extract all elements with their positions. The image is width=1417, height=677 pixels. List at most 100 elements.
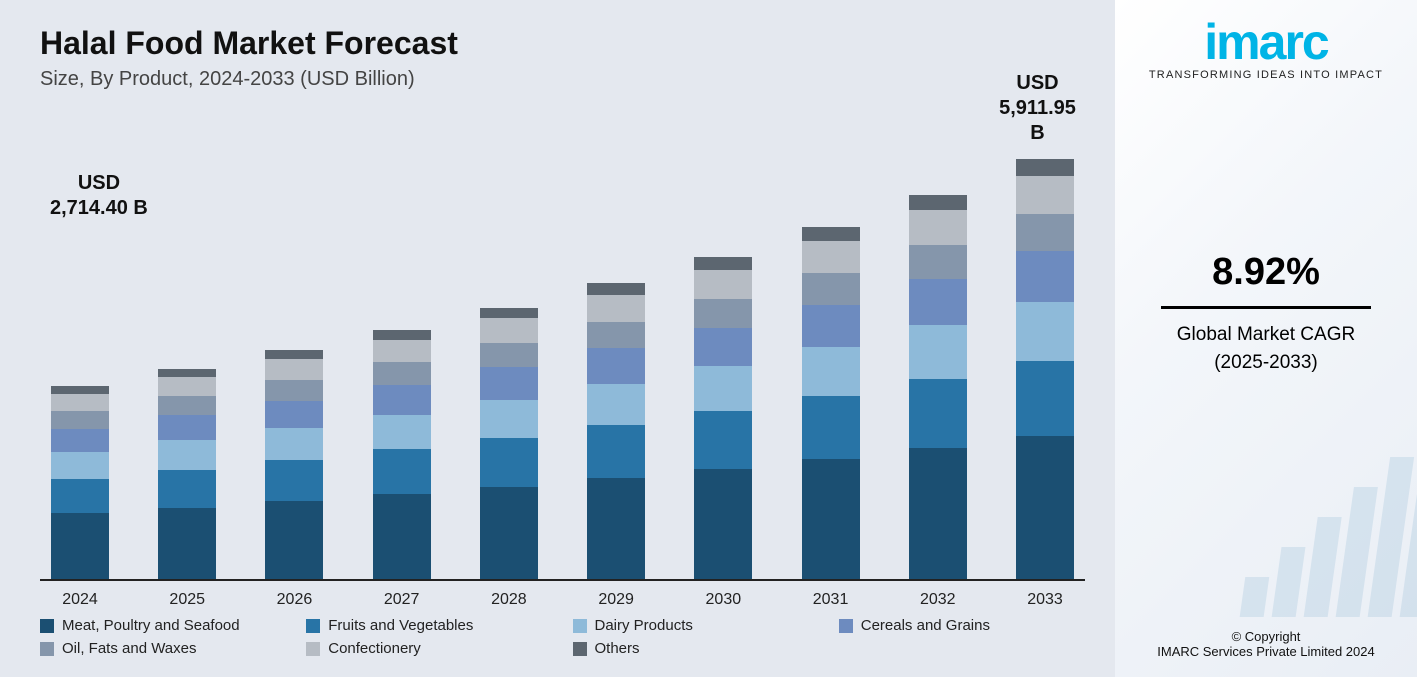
- segment-others: [587, 283, 645, 295]
- segment-oil: [265, 380, 323, 401]
- segment-dairy: [265, 428, 323, 460]
- x-axis-label: 2028: [469, 591, 549, 609]
- segment-confect: [587, 295, 645, 322]
- segment-confect: [802, 241, 860, 273]
- legend-swatch: [40, 642, 54, 656]
- segment-oil: [51, 411, 109, 428]
- copyright-line1: © Copyright: [1232, 629, 1301, 644]
- legend-item: Dairy Products: [573, 617, 819, 634]
- x-axis-label: 2024: [40, 591, 120, 609]
- decorative-bars: [1240, 427, 1417, 617]
- cagr-label: Global Market CAGR (2025-2033): [1161, 321, 1371, 376]
- sidebar: imarc TRANSFORMING IDEAS INTO IMPACT 8.9…: [1115, 0, 1417, 677]
- segment-cereals: [802, 305, 860, 347]
- legend-label: Others: [595, 640, 640, 657]
- legend-label: Dairy Products: [595, 617, 693, 634]
- cagr-label-line2: (2025-2033): [1214, 352, 1318, 373]
- legend-label: Confectionery: [328, 640, 421, 657]
- bar-column: [147, 369, 227, 579]
- bar-stack: [694, 257, 752, 579]
- segment-confect: [51, 394, 109, 411]
- segment-oil: [587, 322, 645, 349]
- logo-tagline: TRANSFORMING IDEAS INTO IMPACT: [1149, 69, 1383, 81]
- legend-label: Fruits and Vegetables: [328, 617, 473, 634]
- segment-fruits: [158, 470, 216, 508]
- segment-dairy: [802, 347, 860, 396]
- segment-oil: [480, 343, 538, 367]
- bar-column: [683, 257, 763, 579]
- segment-cereals: [1016, 251, 1074, 301]
- bar-stack: [802, 227, 860, 579]
- segment-fruits: [587, 425, 645, 478]
- segment-cereals: [587, 348, 645, 383]
- legend-item: Cereals and Grains: [839, 617, 1085, 634]
- segment-meat: [587, 478, 645, 579]
- chart-title: Halal Food Market Forecast: [40, 25, 1085, 62]
- bar-column: [362, 330, 442, 579]
- bar-stack: [1016, 159, 1074, 579]
- segment-confect: [694, 270, 752, 299]
- segment-others: [265, 350, 323, 359]
- segment-dairy: [158, 440, 216, 469]
- legend-label: Meat, Poultry and Seafood: [62, 617, 240, 634]
- segment-meat: [158, 508, 216, 579]
- bar-stack: [480, 308, 538, 579]
- segment-cereals: [51, 429, 109, 452]
- legend-label: Cereals and Grains: [861, 617, 990, 634]
- bar-stack: [373, 330, 431, 579]
- bar-stack: [909, 195, 967, 579]
- bar-column: [254, 350, 334, 579]
- segment-others: [694, 257, 752, 270]
- segment-oil: [373, 362, 431, 384]
- chart-panel: Halal Food Market Forecast Size, By Prod…: [0, 0, 1115, 677]
- legend-item: Confectionery: [306, 640, 552, 657]
- segment-meat: [1016, 436, 1074, 579]
- segment-fruits: [265, 460, 323, 501]
- x-axis-label: 2025: [147, 591, 227, 609]
- segment-others: [1016, 159, 1074, 176]
- segment-confect: [909, 210, 967, 245]
- segment-confect: [265, 359, 323, 380]
- copyright-line2: IMARC Services Private Limited 2024: [1157, 644, 1374, 659]
- segment-fruits: [1016, 361, 1074, 437]
- segment-cereals: [373, 385, 431, 415]
- segment-cereals: [480, 367, 538, 400]
- segment-others: [51, 386, 109, 394]
- segment-fruits: [373, 449, 431, 494]
- segment-fruits: [51, 479, 109, 514]
- segment-confect: [158, 377, 216, 396]
- bar-column: [1005, 159, 1085, 579]
- segment-cereals: [909, 279, 967, 325]
- segment-dairy: [694, 366, 752, 411]
- segment-meat: [51, 513, 109, 579]
- legend-swatch: [573, 619, 587, 633]
- cagr-block: 8.92% Global Market CAGR (2025-2033): [1161, 251, 1371, 376]
- bar-stack: [51, 386, 109, 579]
- bar-column: [576, 283, 656, 579]
- brand-logo: imarc TRANSFORMING IDEAS INTO IMPACT: [1149, 20, 1383, 81]
- segment-meat: [694, 469, 752, 579]
- cagr-label-line1: Global Market CAGR: [1177, 324, 1355, 345]
- bar-column: [469, 308, 549, 579]
- legend-item: Oil, Fats and Waxes: [40, 640, 286, 657]
- chart-subtitle: Size, By Product, 2024-2033 (USD Billion…: [40, 68, 1085, 91]
- bar-stack: [587, 283, 645, 579]
- segment-cereals: [265, 401, 323, 428]
- segment-dairy: [373, 415, 431, 450]
- segment-others: [802, 227, 860, 241]
- segment-dairy: [1016, 302, 1074, 361]
- segment-confect: [373, 340, 431, 362]
- segment-fruits: [909, 379, 967, 448]
- x-axis: [40, 579, 1085, 581]
- x-axis-label: 2032: [898, 591, 978, 609]
- legend-swatch: [306, 642, 320, 656]
- segment-meat: [373, 494, 431, 579]
- segment-meat: [909, 448, 967, 579]
- segment-oil: [158, 396, 216, 415]
- segment-oil: [802, 273, 860, 305]
- segment-cereals: [694, 328, 752, 367]
- plot-area: USD2,714.40 BUSD5,911.95 B 2024202520262…: [40, 111, 1085, 609]
- segment-meat: [480, 487, 538, 579]
- x-axis-label: 2031: [791, 591, 871, 609]
- x-axis-label: 2030: [683, 591, 763, 609]
